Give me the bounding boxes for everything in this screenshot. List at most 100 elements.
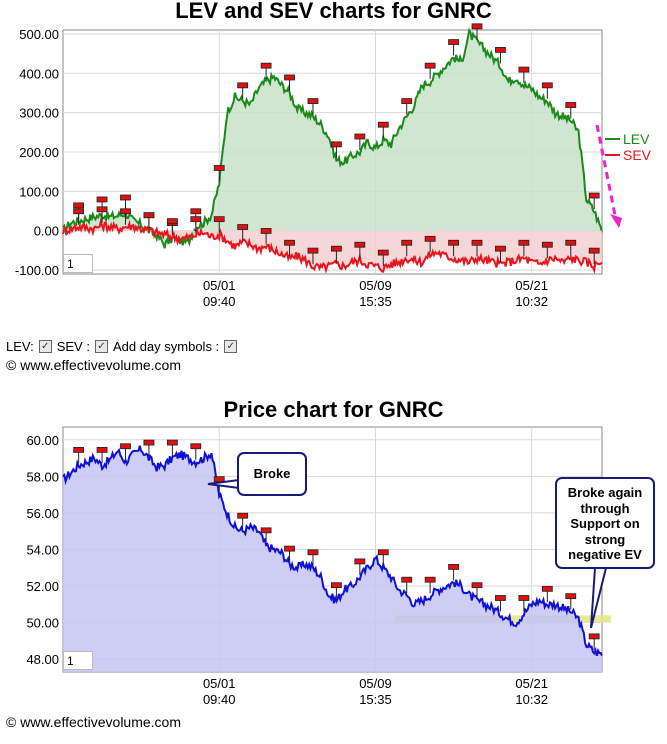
day-symbol [401, 576, 413, 583]
x-tick-label: 10:32 [515, 294, 548, 309]
series-fill [63, 30, 602, 249]
day-symbol [307, 98, 319, 104]
day-symbol [448, 39, 459, 45]
day-symbol [331, 141, 342, 148]
x-tick-label: 15:35 [359, 294, 392, 309]
day-symbol [120, 194, 131, 201]
callout-line: negative EV [568, 547, 642, 562]
day-symbol [588, 633, 600, 640]
day-symbol [495, 595, 506, 601]
day-symbol [307, 549, 319, 556]
broke-again-callout: Broke again through Support on strong ne… [555, 477, 655, 569]
y-tick-label: 100.00 [19, 184, 59, 199]
day-symbol [190, 216, 202, 223]
day-symbol [166, 439, 178, 446]
x-tick-label: 05/01 [203, 676, 236, 691]
sev-checkbox[interactable]: ✓ [94, 340, 108, 353]
day-symbol [588, 247, 600, 254]
day-symbol [401, 98, 413, 104]
day-symbol [518, 66, 530, 73]
callout-line: through [580, 500, 630, 516]
day-symbol [377, 549, 389, 556]
day-symbol [541, 585, 553, 592]
day-symbol [190, 443, 202, 450]
day-symbol [541, 82, 553, 89]
day-symbol [237, 512, 249, 519]
zoom-input-top[interactable]: 1 [63, 254, 93, 273]
day-symbol [331, 582, 342, 589]
broke-callout: Broke [237, 452, 307, 496]
x-tick-label: 15:35 [359, 692, 392, 707]
day-symbol [424, 235, 436, 242]
day-symbol [565, 593, 577, 600]
day-symbol [565, 239, 577, 246]
day-symbol [448, 239, 459, 246]
zoom-input-bottom[interactable]: 1 [63, 651, 93, 670]
day-symbol [73, 202, 85, 209]
day-symbol [237, 224, 249, 230]
x-tick-label: 09:40 [203, 692, 236, 707]
day-symbol [96, 446, 108, 453]
day-symbol [260, 228, 272, 234]
trend-arrowhead [610, 214, 622, 228]
legend-lev-label: LEV [623, 131, 650, 147]
day-symbol [284, 74, 295, 81]
day-symbol [260, 62, 272, 69]
day-symbol [424, 62, 436, 69]
price-chart-title: Price chart for GNRC [223, 397, 444, 422]
y-tick-label: 400.00 [19, 66, 59, 81]
x-tick-label: 05/09 [359, 278, 392, 293]
day-symbol [237, 82, 249, 89]
series-line [62, 445, 603, 657]
day-symbol [471, 582, 483, 589]
day-symbol [588, 192, 600, 199]
day-symbol [471, 239, 483, 246]
copyright-top: © www.effectivevolume.com [6, 357, 182, 373]
day-symbol [354, 558, 366, 565]
callout-line: Broke again [567, 485, 643, 500]
y-tick-label: 300.00 [19, 106, 59, 121]
day-symbol [495, 47, 506, 53]
day-symbol [377, 121, 389, 128]
day-symbol [120, 208, 131, 215]
day-symbols-label: Add day symbols : [112, 339, 220, 354]
day-symbol [96, 196, 108, 203]
x-tick-label: 05/21 [515, 676, 548, 691]
y-tick-label: 52.00 [26, 579, 59, 594]
day-symbol [424, 576, 436, 583]
chart-controls: LEV: ✓ SEV : ✓ Add day symbols : ✓ [6, 339, 240, 354]
day-symbol [448, 564, 459, 570]
day-symbol [495, 245, 506, 252]
day-symbol [307, 247, 319, 254]
day-symbol [401, 239, 413, 246]
day-symbol [73, 446, 85, 453]
day-symbol [190, 208, 202, 215]
day-symbol [96, 206, 108, 213]
lev-chart-title: LEV and SEV charts for GNRC [175, 0, 492, 23]
y-tick-label: 48.00 [26, 652, 59, 667]
day-symbol [541, 241, 553, 248]
day-symbol [260, 527, 272, 534]
x-tick-label: 09:40 [203, 294, 236, 309]
y-tick-label: -100.00 [15, 263, 59, 278]
sev-toggle-label: SEV : [56, 339, 90, 354]
day-symbols-checkbox[interactable]: ✓ [224, 340, 238, 353]
series-line [62, 217, 603, 274]
day-symbol [213, 165, 225, 171]
x-tick-label: 10:32 [515, 692, 548, 707]
day-symbol [143, 439, 155, 446]
day-symbol [354, 241, 366, 248]
x-tick-label: 05/09 [359, 676, 392, 691]
lev-checkbox[interactable]: ✓ [38, 340, 52, 353]
day-symbol [518, 595, 530, 601]
day-symbol [471, 23, 483, 30]
day-symbol [377, 249, 389, 256]
y-tick-label: 58.00 [26, 469, 59, 484]
trend-arrow [595, 124, 618, 221]
day-symbol [331, 245, 342, 252]
y-tick-label: 54.00 [26, 543, 59, 558]
day-symbol [143, 212, 155, 219]
y-tick-label: 500.00 [19, 27, 59, 42]
day-symbol [73, 208, 85, 215]
